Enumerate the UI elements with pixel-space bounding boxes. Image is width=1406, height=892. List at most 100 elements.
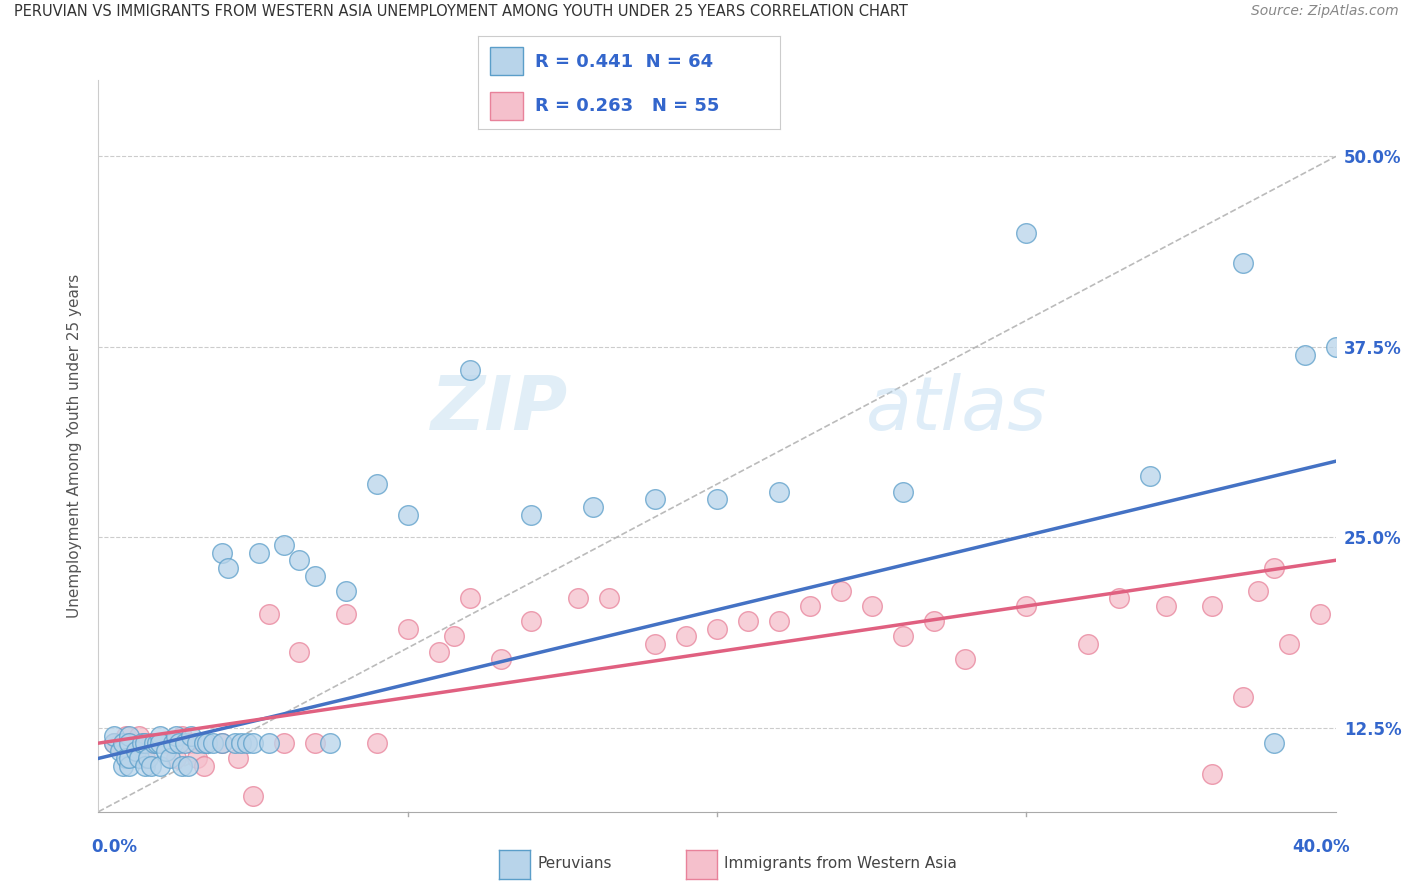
Point	[1294, 348, 1316, 362]
Point	[335, 583, 357, 598]
Point	[112, 759, 135, 773]
Point	[366, 736, 388, 750]
Point	[860, 599, 883, 613]
Text: atlas: atlas	[866, 374, 1047, 445]
Point	[136, 751, 159, 765]
Point	[103, 736, 125, 750]
Point	[582, 500, 605, 514]
Point	[1263, 561, 1285, 575]
Point	[180, 729, 202, 743]
Point	[706, 492, 728, 507]
Point	[143, 736, 166, 750]
Point	[118, 759, 141, 773]
Point	[1077, 637, 1099, 651]
Point	[167, 736, 190, 750]
Point	[118, 736, 141, 750]
Point	[128, 751, 150, 765]
Point	[124, 744, 146, 758]
Point	[288, 645, 311, 659]
Point	[675, 630, 697, 644]
Point	[366, 477, 388, 491]
Point	[644, 492, 666, 507]
Point	[146, 736, 169, 750]
Point	[134, 736, 156, 750]
Point	[217, 561, 239, 575]
Point	[304, 736, 326, 750]
Point	[1201, 599, 1223, 613]
Point	[186, 751, 208, 765]
Point	[193, 736, 215, 750]
Point	[118, 751, 141, 765]
Point	[155, 744, 177, 758]
Point	[165, 751, 187, 765]
Point	[1324, 340, 1347, 354]
Point	[174, 736, 197, 750]
Point	[922, 614, 945, 628]
Point	[799, 599, 821, 613]
Point	[443, 630, 465, 644]
Point	[1309, 607, 1331, 621]
Point	[1108, 591, 1130, 606]
Point	[335, 607, 357, 621]
Point	[170, 759, 193, 773]
Point	[1015, 599, 1038, 613]
Point	[236, 736, 259, 750]
Point	[124, 736, 146, 750]
Point	[226, 751, 249, 765]
Point	[257, 607, 280, 621]
Point	[118, 736, 141, 750]
Point	[115, 751, 138, 765]
Point	[139, 736, 162, 750]
Point	[768, 484, 790, 499]
Point	[155, 736, 177, 750]
Point	[177, 759, 200, 773]
Text: PERUVIAN VS IMMIGRANTS FROM WESTERN ASIA UNEMPLOYMENT AMONG YOUTH UNDER 25 YEARS: PERUVIAN VS IMMIGRANTS FROM WESTERN ASIA…	[14, 4, 908, 20]
Point	[1154, 599, 1177, 613]
Text: ZIP: ZIP	[432, 373, 568, 446]
FancyBboxPatch shape	[491, 47, 523, 75]
Point	[489, 652, 512, 666]
Y-axis label: Unemployment Among Youth under 25 years: Unemployment Among Youth under 25 years	[67, 274, 83, 618]
Point	[149, 759, 172, 773]
Point	[830, 583, 852, 598]
Point	[103, 736, 125, 750]
Point	[201, 736, 224, 750]
Point	[108, 744, 131, 758]
Text: Peruvians: Peruvians	[537, 856, 612, 871]
Point	[520, 614, 543, 628]
Point	[211, 736, 233, 750]
Point	[108, 736, 131, 750]
Point	[737, 614, 759, 628]
Point	[211, 736, 233, 750]
Point	[143, 736, 166, 750]
Point	[273, 736, 295, 750]
Point	[1263, 736, 1285, 750]
Point	[128, 729, 150, 743]
Point	[567, 591, 589, 606]
Point	[644, 637, 666, 651]
Point	[1201, 766, 1223, 780]
Point	[162, 736, 184, 750]
Text: Immigrants from Western Asia: Immigrants from Western Asia	[724, 856, 957, 871]
Point	[134, 751, 156, 765]
Point	[1278, 637, 1301, 651]
Point	[180, 736, 202, 750]
Point	[242, 789, 264, 804]
Point	[1139, 469, 1161, 483]
Point	[458, 363, 481, 377]
Point	[193, 759, 215, 773]
Point	[149, 736, 172, 750]
FancyBboxPatch shape	[491, 92, 523, 120]
Text: 0.0%: 0.0%	[91, 838, 138, 856]
Point	[396, 622, 419, 636]
Point	[170, 729, 193, 743]
Point	[195, 736, 218, 750]
Point	[1232, 256, 1254, 270]
Point	[131, 736, 153, 750]
Point	[768, 614, 790, 628]
Text: Source: ZipAtlas.com: Source: ZipAtlas.com	[1251, 4, 1399, 19]
Point	[139, 759, 162, 773]
Point	[396, 508, 419, 522]
Point	[953, 652, 976, 666]
Point	[242, 736, 264, 750]
